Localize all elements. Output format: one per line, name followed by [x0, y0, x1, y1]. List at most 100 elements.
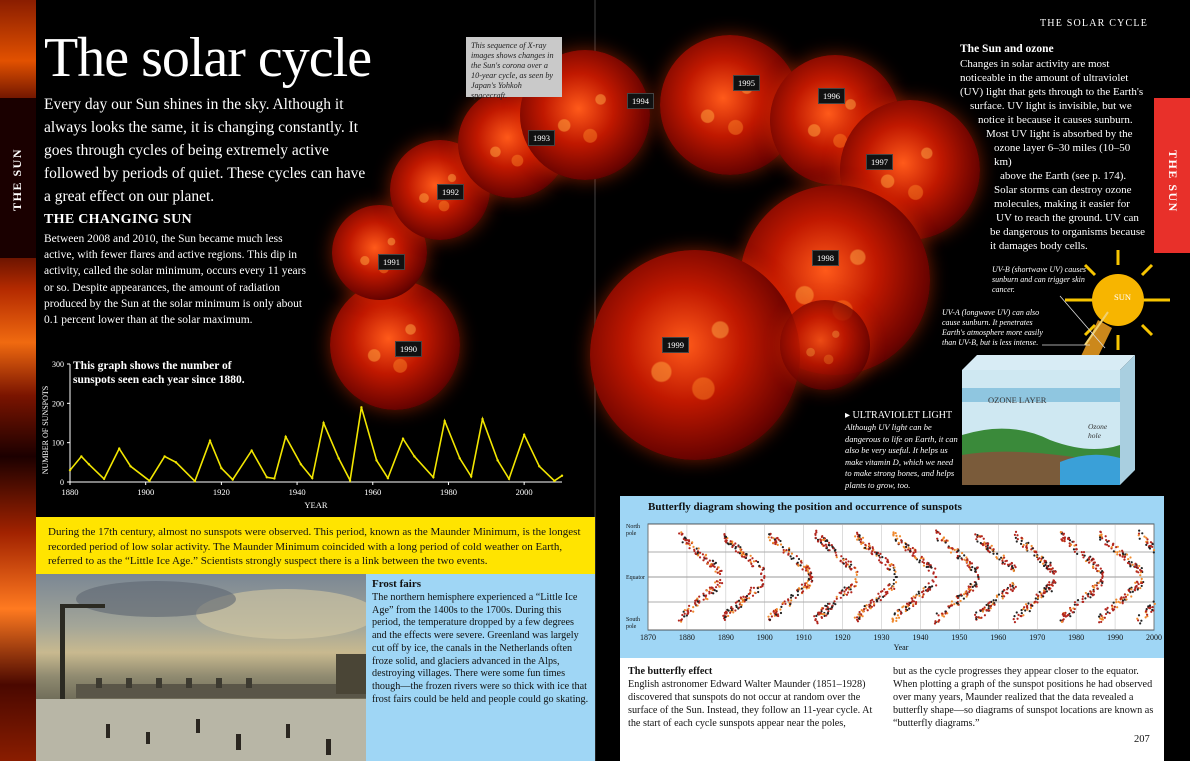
butterfly-point	[1099, 530, 1102, 533]
butterfly-point	[1069, 609, 1073, 612]
butterfly-point	[723, 618, 727, 622]
butterfly-point	[1026, 604, 1029, 608]
butterfly-point	[1146, 538, 1149, 541]
butterfly-point	[1145, 536, 1148, 539]
butterfly-point	[896, 610, 900, 613]
butterfly-point	[1083, 554, 1086, 557]
sunspot-point	[129, 465, 132, 468]
butterfly-point	[950, 600, 954, 603]
butterfly-point	[927, 569, 930, 572]
butterfly-point	[963, 554, 966, 557]
butterfly-point	[877, 554, 881, 557]
x-axis-label: YEAR	[304, 500, 327, 510]
butterfly-point	[1151, 606, 1154, 609]
butterfly-point	[868, 603, 871, 606]
right-tab-label: THE SUN	[1166, 150, 1180, 213]
butterfly-point	[962, 593, 966, 596]
butterfly-point	[1040, 596, 1043, 599]
butterfly-point	[981, 610, 985, 613]
butterfly-point	[858, 610, 861, 614]
butterfly-point	[914, 549, 917, 552]
frost-fair-painting	[36, 574, 366, 761]
butterfly-point	[1145, 543, 1148, 546]
butterfly-point	[1099, 538, 1102, 541]
butterfly-point	[864, 607, 868, 610]
butterfly-point	[953, 603, 956, 606]
butterfly-point	[1081, 553, 1084, 557]
butterfly-point	[1094, 567, 1098, 570]
butterfly-point	[890, 588, 893, 591]
y-tick-label: 100	[52, 439, 64, 448]
butterfly-point	[983, 541, 986, 544]
butterfly-point	[1080, 550, 1083, 554]
butterfly-point	[772, 541, 775, 544]
butterfly-point	[794, 596, 797, 599]
sunspot-point	[432, 476, 435, 479]
butterfly-point	[1062, 614, 1065, 618]
butterfly-point	[892, 531, 895, 534]
butterfly-point	[866, 609, 869, 612]
butterfly-point	[968, 590, 971, 594]
butterfly-point	[1138, 529, 1141, 532]
butterfly-point	[1111, 543, 1115, 546]
x-axis-label: Year	[894, 643, 909, 652]
butterfly-point	[886, 567, 889, 570]
butterfly-point	[1054, 581, 1057, 584]
butterfly-point	[879, 590, 883, 593]
butterfly-point	[936, 537, 939, 540]
butterfly-point	[681, 613, 684, 617]
butterfly-point	[847, 591, 850, 594]
butterfly-point	[752, 565, 755, 568]
butterfly-diagram-panel: Butterfly diagram showing the position a…	[620, 496, 1164, 658]
butterfly-point	[756, 560, 760, 564]
sun-image-1999b	[780, 300, 870, 390]
butterfly-point	[850, 583, 854, 586]
butterfly-point	[839, 592, 843, 595]
sunspot-point	[193, 480, 197, 483]
butterfly-point	[830, 606, 834, 609]
butterfly-point	[720, 582, 724, 585]
butterfly-point	[768, 539, 772, 542]
butterfly-point	[1006, 563, 1010, 566]
butterfly-point	[1045, 561, 1048, 564]
butterfly-point	[1137, 532, 1141, 535]
butterfly-point	[695, 547, 698, 550]
butterfly-point	[817, 540, 820, 543]
butterfly-point	[723, 532, 726, 536]
butterfly-point	[879, 599, 882, 602]
butterfly-point	[1016, 534, 1019, 537]
butterfly-point	[734, 547, 737, 550]
butterfly-point	[855, 618, 859, 621]
x-tick-label: 1890	[718, 633, 734, 642]
butterfly-point	[1027, 541, 1030, 544]
butterfly-point	[1101, 537, 1104, 540]
butterfly-point	[956, 554, 959, 558]
uv-light-heading-text: ULTRAVIOLET LIGHT	[852, 410, 953, 421]
butterfly-point	[1130, 595, 1133, 598]
butterfly-point	[696, 551, 700, 554]
butterfly-point	[1037, 594, 1040, 597]
butterfly-point	[701, 553, 704, 556]
butterfly-point	[907, 544, 910, 547]
butterfly-point	[965, 556, 968, 559]
butterfly-point	[1136, 588, 1139, 591]
butterfly-point	[678, 532, 681, 535]
butterfly-point	[861, 615, 864, 618]
butterfly-point	[1082, 600, 1085, 603]
butterfly-point	[1013, 614, 1016, 618]
butterfly-point	[1052, 570, 1055, 573]
butterfly-point	[772, 610, 775, 613]
butterfly-point	[708, 559, 711, 562]
butterfly-point	[1122, 553, 1125, 556]
butterfly-point	[799, 564, 802, 567]
butterfly-point	[1100, 620, 1103, 624]
x-tick-label: 2000	[516, 487, 533, 497]
butterfly-point	[974, 533, 977, 536]
butterfly-point	[843, 590, 846, 593]
butterfly-point	[714, 570, 717, 573]
sunspot-point	[102, 477, 106, 481]
butterfly-point	[869, 599, 872, 602]
butterfly-point	[1015, 540, 1018, 543]
butterfly-point	[801, 591, 804, 594]
ozone-layer-label: OZONE LAYER	[988, 395, 1047, 405]
